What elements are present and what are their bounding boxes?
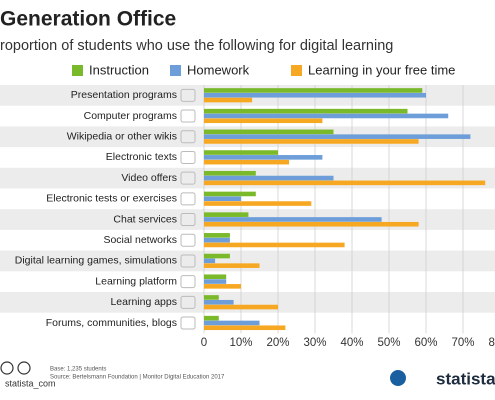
license-icon <box>0 361 14 375</box>
category-label: Learning platform <box>95 275 177 287</box>
bar <box>204 284 241 289</box>
x-tick-label: 10% <box>229 337 252 349</box>
bar <box>204 237 230 243</box>
chart-subtitle: roportion of students who use the follow… <box>0 38 393 54</box>
bar <box>204 129 334 135</box>
license-icon <box>17 361 31 375</box>
category-label: Learning apps <box>110 296 177 308</box>
category-icon <box>180 130 196 144</box>
bar <box>204 263 260 268</box>
bar <box>204 139 419 144</box>
source: Source: Bertelsmann Foundation | Monitor… <box>50 375 225 381</box>
category-icon <box>180 171 196 185</box>
category-label: Electronic texts <box>106 151 177 163</box>
bar <box>204 134 471 139</box>
category-icon <box>180 275 196 289</box>
bar <box>204 242 345 248</box>
legend-label: Learning in your free time <box>308 62 455 77</box>
category-icon <box>180 254 196 268</box>
bar <box>204 150 278 155</box>
legend-swatch <box>291 65 302 76</box>
category-label: Video offers <box>121 172 177 184</box>
handle: statista_com <box>5 378 56 388</box>
category-icon <box>180 295 196 309</box>
bar <box>204 108 408 114</box>
bar <box>204 304 278 310</box>
category-label: Chat services <box>113 213 177 225</box>
legend-label: Homework <box>187 62 250 77</box>
x-tick-label: 50% <box>377 337 400 349</box>
category-icon <box>180 109 196 123</box>
bar <box>204 175 334 181</box>
bar <box>204 212 249 217</box>
bar <box>204 233 230 238</box>
legend-label: Instruction <box>89 62 149 77</box>
brand: statista <box>436 369 495 388</box>
bar <box>204 315 219 321</box>
x-tick-label: 70% <box>451 337 474 349</box>
bar <box>204 325 286 331</box>
bar <box>204 180 486 186</box>
bar <box>204 191 256 197</box>
category-label: Computer programs <box>84 110 177 122</box>
bar <box>204 258 216 264</box>
category-icon <box>180 150 196 164</box>
x-tick-label: 30% <box>303 337 326 349</box>
category-icon <box>180 316 196 330</box>
x-tick-label: 20% <box>266 337 289 349</box>
chart-title: Generation Office <box>0 8 176 31</box>
bar <box>204 88 423 93</box>
bar <box>204 155 323 160</box>
bar <box>204 170 256 176</box>
bar <box>204 320 260 326</box>
bar <box>204 159 290 165</box>
bar <box>204 221 419 227</box>
x-tick-label: 60% <box>414 337 437 349</box>
category-label: Social networks <box>103 234 177 246</box>
x-tick-label: 0 <box>201 337 207 349</box>
category-icon <box>180 192 196 206</box>
bar <box>204 118 323 124</box>
bar <box>204 279 227 284</box>
base-note: Base: 1,235 students <box>50 367 106 373</box>
bar <box>204 201 312 206</box>
bar <box>204 113 449 119</box>
x-tick-label: 80% <box>488 337 495 349</box>
category-label: Presentation programs <box>71 89 177 101</box>
bar <box>204 97 253 103</box>
bar <box>204 295 219 300</box>
row-stripe <box>0 250 495 272</box>
bar <box>204 299 234 305</box>
bar <box>204 217 382 222</box>
bar <box>204 92 426 98</box>
category-label: Electronic tests or exercises <box>46 193 177 205</box>
bar <box>204 196 241 202</box>
row-stripe <box>0 292 495 313</box>
bar <box>204 274 227 280</box>
brand-icon <box>390 370 406 386</box>
category-label: Wikipedia or other wikis <box>67 131 177 143</box>
category-icon <box>180 88 196 102</box>
category-icon <box>180 233 196 247</box>
legend-swatch <box>72 65 83 76</box>
x-tick-label: 40% <box>340 337 363 349</box>
legend-swatch <box>170 65 181 76</box>
category-label: Forums, communities, blogs <box>46 317 177 329</box>
category-icon <box>180 213 196 227</box>
bar <box>204 253 230 259</box>
category-label: Digital learning games, simulations <box>15 255 177 267</box>
